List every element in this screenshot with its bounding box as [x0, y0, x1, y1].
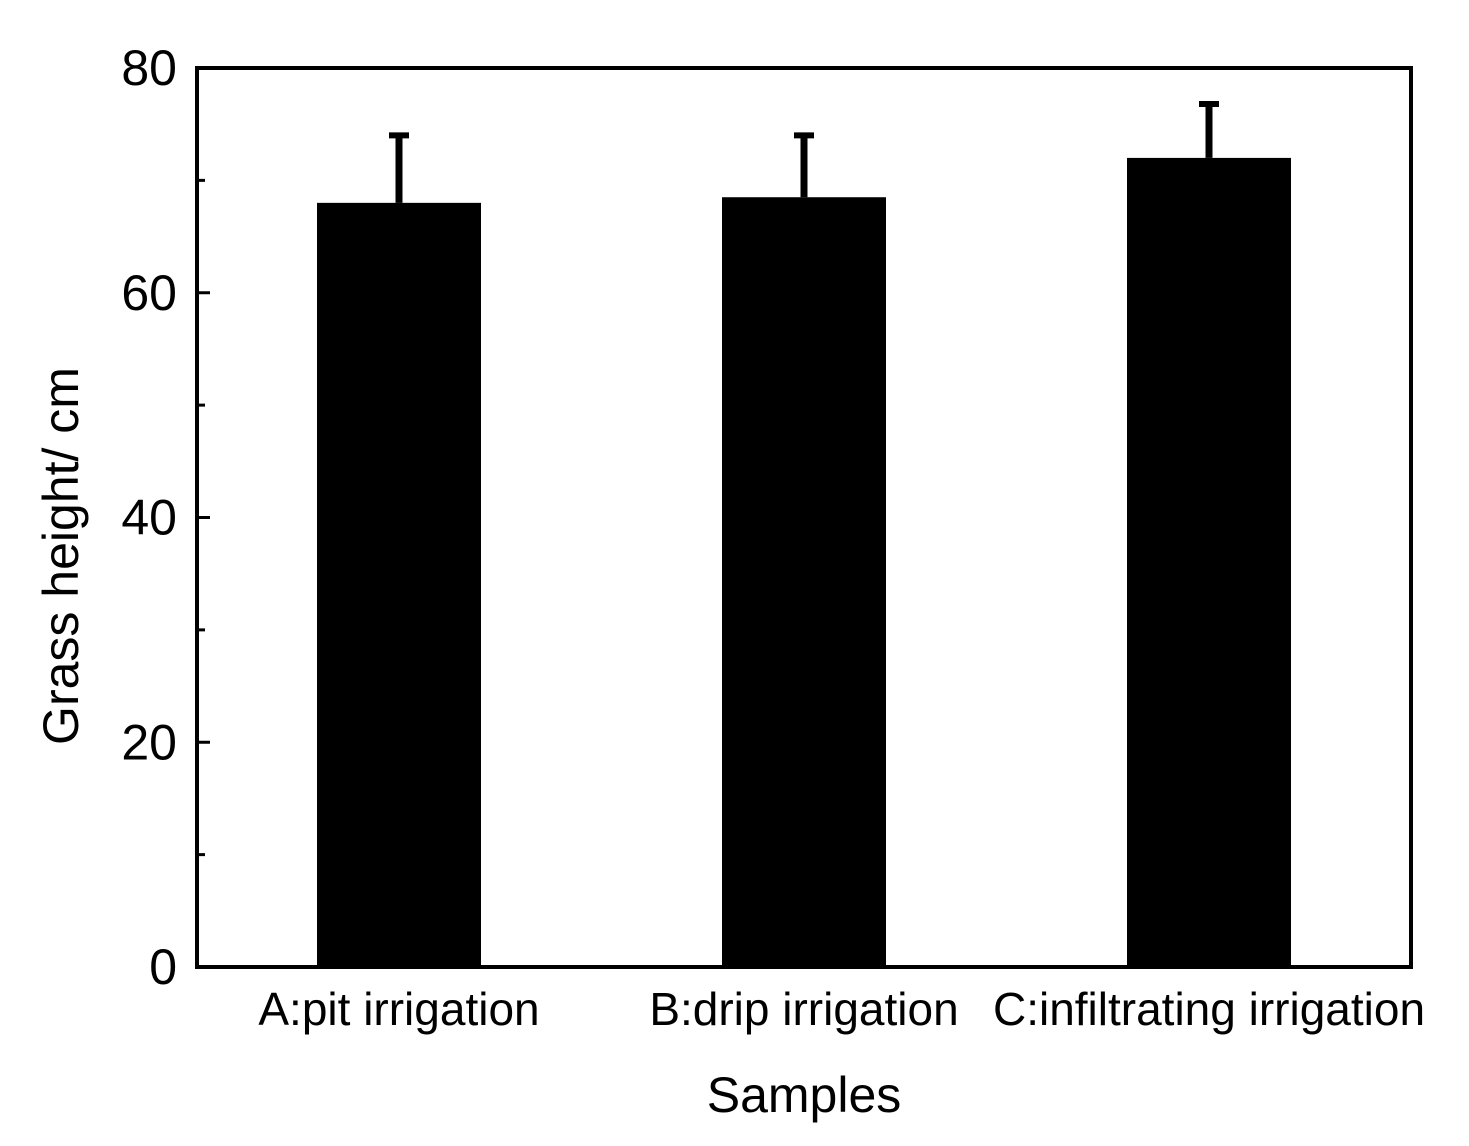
x-category-label-2: B:drip irrigation — [649, 983, 958, 1035]
x-axis-category-labels: A:pit irrigation B:drip irrigation C:infil… — [258, 983, 1425, 1035]
error-bars-group — [389, 100, 1219, 203]
y-axis-ticks — [197, 66, 210, 969]
bar-1 — [317, 202, 481, 968]
x-category-label-1: A:pit irrigation — [258, 983, 539, 1035]
bars-group — [317, 157, 1291, 968]
y-axis-title: Grass height/ cm — [33, 367, 89, 745]
bar-2 — [722, 197, 886, 967]
y-tick-label-40: 40 — [121, 490, 177, 546]
x-axis-title: Samples — [707, 1067, 902, 1123]
y-tick-label-80: 80 — [121, 40, 177, 96]
y-tick-label-60: 60 — [121, 265, 177, 321]
y-axis-tick-labels: 0 20 40 60 80 — [121, 40, 177, 995]
y-tick-label-0: 0 — [149, 939, 177, 995]
bar-3 — [1127, 157, 1291, 967]
y-tick-label-20: 20 — [121, 714, 177, 770]
x-category-label-3: C:infiltrating irrigation — [993, 983, 1425, 1035]
